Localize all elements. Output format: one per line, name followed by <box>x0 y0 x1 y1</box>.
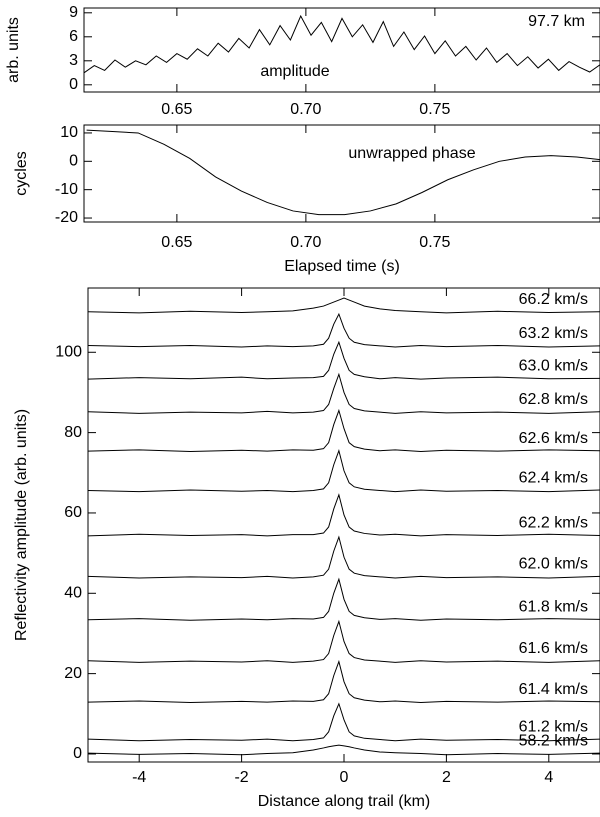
x-tick-label: 0.65 <box>161 234 192 251</box>
trace <box>87 619 600 663</box>
trace-label: 58.2 km/s <box>519 732 588 749</box>
y-tick-label: 60 <box>64 504 82 521</box>
trace <box>87 408 600 452</box>
x-axis-title: Elapsed time (s) <box>284 258 400 275</box>
trace <box>87 297 600 314</box>
trace <box>83 14 600 74</box>
y-axis-title: Reflectivity amplitude (arb. units) <box>13 409 30 641</box>
trace <box>87 312 600 348</box>
trace-label: 62.4 km/s <box>519 469 588 486</box>
y-tick-label: -20 <box>55 209 78 226</box>
trace-label: 62.2 km/s <box>519 515 588 532</box>
x-tick-label: 4 <box>544 769 553 786</box>
trace <box>87 372 600 414</box>
y-tick-label: 6 <box>69 28 78 45</box>
y-tick-label: 40 <box>64 585 82 602</box>
trace-label: 61.2 km/s <box>519 718 588 735</box>
x-tick-label: -2 <box>234 769 248 786</box>
trace-label: 63.2 km/s <box>519 325 588 342</box>
trace <box>87 493 600 537</box>
y-tick-label: 9 <box>69 4 78 21</box>
trace <box>86 129 600 216</box>
trace-label: 66.2 km/s <box>519 291 588 308</box>
x-tick-label: 0.70 <box>290 234 321 251</box>
y-tick-label: 0 <box>73 745 82 762</box>
x-tick-label: 2 <box>442 769 451 786</box>
trace <box>87 744 600 756</box>
y-tick-label: -10 <box>55 181 78 198</box>
x-tick-label: -4 <box>132 769 146 786</box>
trace-label: 62.6 km/s <box>519 430 588 447</box>
trace-label: 61.6 km/s <box>519 640 588 657</box>
y-tick-label: 0 <box>69 153 78 170</box>
trace-label: 62.0 km/s <box>519 556 588 573</box>
x-tick-label: 0 <box>340 769 349 786</box>
annotation: 97.7 km <box>528 13 585 30</box>
y-axis-title: cycles <box>13 151 30 195</box>
plot-frame <box>83 7 600 93</box>
trace <box>87 659 600 704</box>
y-tick-label: 3 <box>69 52 78 69</box>
x-tick-label: 0.75 <box>419 101 450 118</box>
trace <box>87 535 600 579</box>
y-tick-label: 80 <box>64 424 82 441</box>
trace-label: 62.8 km/s <box>519 391 588 408</box>
annotation: unwrapped phase <box>348 145 475 162</box>
y-axis-title: arb. units <box>5 17 22 83</box>
trace-label: 61.4 km/s <box>519 681 588 698</box>
trace <box>87 577 600 621</box>
x-axis-title: Distance along trail (km) <box>258 793 431 810</box>
y-tick-label: 0 <box>69 76 78 93</box>
annotation: amplitude <box>260 63 329 80</box>
y-tick-label: 100 <box>55 343 82 360</box>
plot-frame <box>83 124 600 223</box>
y-tick-label: 10 <box>60 124 78 141</box>
trace-label: 63.0 km/s <box>519 358 588 375</box>
trace <box>87 448 600 493</box>
trace-label: 61.8 km/s <box>519 599 588 616</box>
y-tick-label: 20 <box>64 665 82 682</box>
x-tick-label: 0.70 <box>290 101 321 118</box>
x-tick-label: 0.65 <box>161 101 192 118</box>
x-tick-label: 0.75 <box>419 234 450 251</box>
trace <box>87 702 600 742</box>
trace <box>87 340 600 380</box>
